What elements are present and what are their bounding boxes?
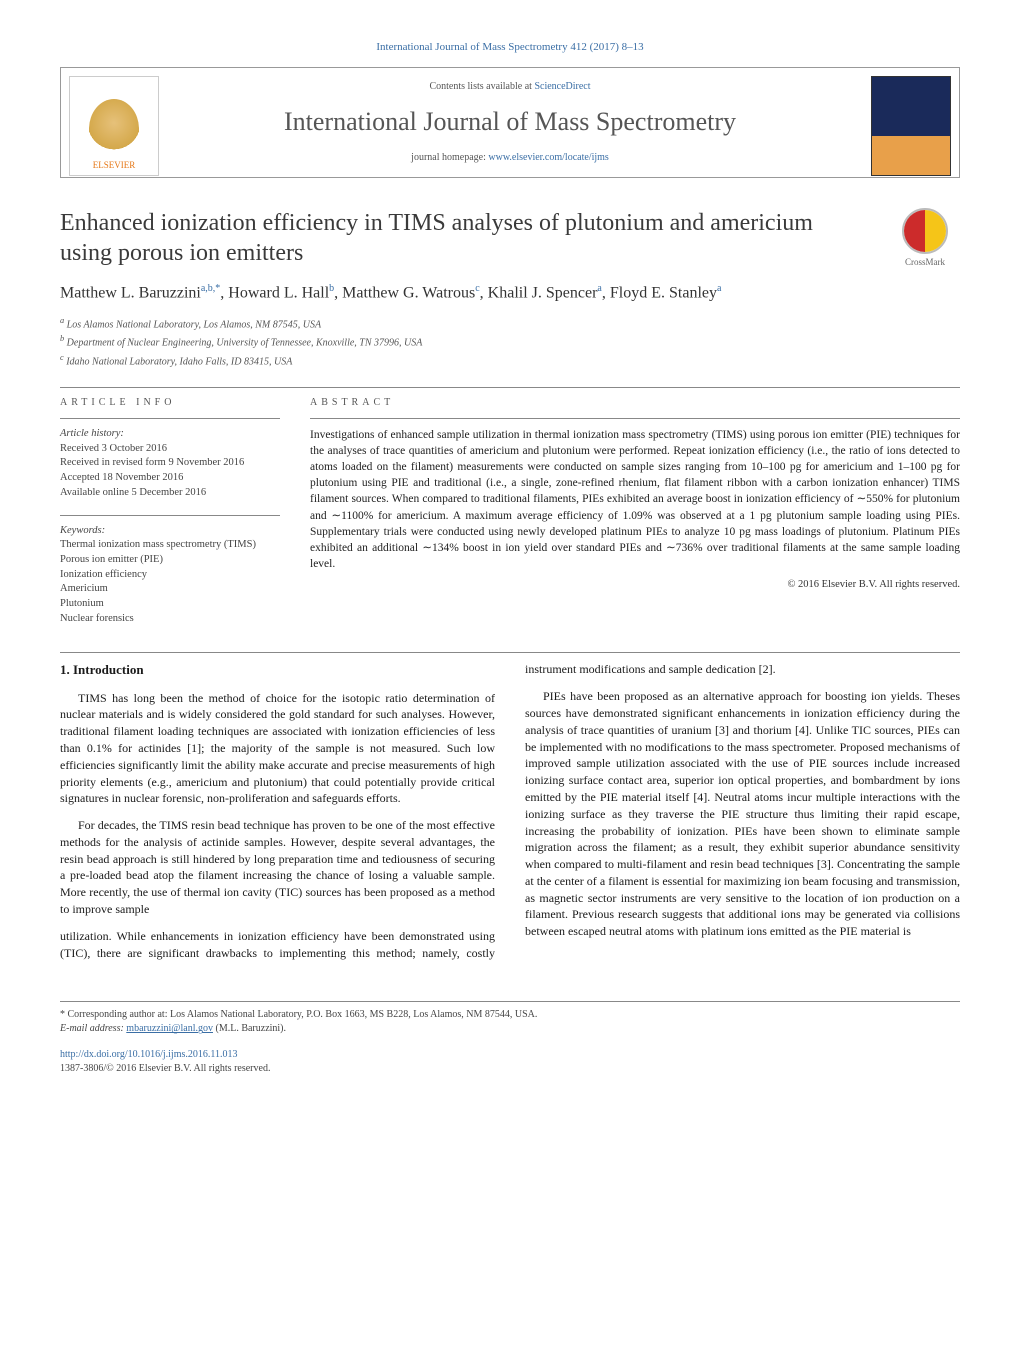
- history-online: Available online 5 December 2016: [60, 486, 280, 501]
- history-accepted: Accepted 18 November 2016: [60, 471, 280, 486]
- affiliations: a Los Alamos National Laboratory, Los Al…: [60, 315, 960, 369]
- affiliation-c: c Idaho National Laboratory, Idaho Falls…: [60, 352, 960, 369]
- elsevier-logo: ELSEVIER: [69, 76, 159, 176]
- intro-heading: 1. Introduction: [60, 661, 495, 679]
- page: International Journal of Mass Spectromet…: [0, 0, 1020, 1116]
- homepage-prefix: journal homepage:: [411, 152, 488, 163]
- article-info-label: article info: [60, 396, 280, 410]
- journal-name: International Journal of Mass Spectromet…: [181, 104, 839, 140]
- author-marks: a,b,*: [201, 283, 220, 294]
- keyword: Thermal ionization mass spectrometry (TI…: [60, 538, 280, 553]
- abstract-copyright: © 2016 Elsevier B.V. All rights reserved…: [310, 578, 960, 593]
- journal-homepage-link[interactable]: www.elsevier.com/locate/ijms: [488, 152, 608, 163]
- keyword: Plutonium: [60, 597, 280, 612]
- author: Floyd E. Stanley: [610, 285, 717, 302]
- crossmark-label: CrossMark: [905, 257, 945, 267]
- doi-link[interactable]: http://dx.doi.org/10.1016/j.ijms.2016.11…: [60, 1049, 238, 1060]
- keyword: Ionization efficiency: [60, 568, 280, 583]
- history-received: Received 3 October 2016: [60, 442, 280, 457]
- author-list: Matthew L. Baruzzinia,b,*, Howard L. Hal…: [60, 282, 960, 305]
- article-info-column: article info Article history: Received 3…: [60, 396, 280, 626]
- author: Howard L. Hall: [228, 285, 329, 302]
- divider: [60, 418, 280, 419]
- email-author: (M.L. Baruzzini).: [213, 1023, 286, 1034]
- divider: [60, 515, 280, 516]
- divider: [60, 652, 960, 653]
- body-paragraph: For decades, the TIMS resin bead techniq…: [60, 817, 495, 918]
- info-abstract-row: article info Article history: Received 3…: [60, 396, 960, 626]
- article-title: Enhanced ionization efficiency in TIMS a…: [60, 208, 870, 268]
- keyword: Porous ion emitter (PIE): [60, 553, 280, 568]
- author: Khalil J. Spencer: [488, 285, 598, 302]
- author: Matthew L. Baruzzini: [60, 285, 201, 302]
- affiliation-b: b Department of Nuclear Engineering, Uni…: [60, 333, 960, 350]
- keywords-label: Keywords:: [60, 524, 280, 539]
- footer-identifiers: http://dx.doi.org/10.1016/j.ijms.2016.11…: [60, 1048, 960, 1076]
- affiliation-a: a Los Alamos National Laboratory, Los Al…: [60, 315, 960, 332]
- body-paragraph: PIEs have been proposed as an alternativ…: [525, 688, 960, 940]
- abstract-label: abstract: [310, 396, 960, 410]
- author-marks: b: [329, 283, 334, 294]
- author-marks: c: [475, 283, 479, 294]
- email-label: E-mail address:: [60, 1023, 126, 1034]
- corresponding-author-note: * Corresponding author at: Los Alamos Na…: [60, 1008, 960, 1022]
- divider: [310, 418, 960, 419]
- article-history: Article history: Received 3 October 2016…: [60, 427, 280, 500]
- journal-homepage-line: journal homepage: www.elsevier.com/locat…: [181, 151, 839, 165]
- body-paragraph: TIMS has long been the method of choice …: [60, 690, 495, 808]
- author-marks: a: [597, 283, 601, 294]
- divider: [60, 387, 960, 388]
- crossmark-icon: [902, 208, 948, 254]
- crossmark-badge[interactable]: CrossMark: [890, 208, 960, 269]
- title-row: Enhanced ionization efficiency in TIMS a…: [60, 208, 960, 269]
- contents-available-line: Contents lists available at ScienceDirec…: [181, 80, 839, 94]
- sciencedirect-link[interactable]: ScienceDirect: [534, 81, 590, 92]
- keyword: Americium: [60, 582, 280, 597]
- history-revised: Received in revised form 9 November 2016: [60, 456, 280, 471]
- issn-copyright: 1387-3806/© 2016 Elsevier B.V. All right…: [60, 1062, 960, 1076]
- abstract-column: abstract Investigations of enhanced samp…: [310, 396, 960, 626]
- footnotes: * Corresponding author at: Los Alamos Na…: [60, 1001, 960, 1036]
- email-line: E-mail address: mbaruzzini@lanl.gov (M.L…: [60, 1022, 960, 1036]
- journal-reference: International Journal of Mass Spectromet…: [60, 40, 960, 55]
- journal-cover-thumbnail: [871, 76, 951, 176]
- author-marks: a: [717, 283, 721, 294]
- abstract-text: Investigations of enhanced sample utiliz…: [310, 427, 960, 572]
- body-two-column: 1. Introduction TIMS has long been the m…: [60, 661, 960, 961]
- publisher-name: ELSEVIER: [93, 159, 136, 172]
- elsevier-tree-icon: [89, 99, 139, 159]
- history-label: Article history:: [60, 427, 280, 442]
- journal-header-box: ELSEVIER Contents lists available at Sci…: [60, 67, 960, 177]
- author: Matthew G. Watrous: [342, 285, 475, 302]
- corresponding-email-link[interactable]: mbaruzzini@lanl.gov: [126, 1023, 213, 1034]
- keyword: Nuclear forensics: [60, 612, 280, 627]
- keywords-block: Keywords: Thermal ionization mass spectr…: [60, 524, 280, 627]
- contents-prefix: Contents lists available at: [429, 81, 534, 92]
